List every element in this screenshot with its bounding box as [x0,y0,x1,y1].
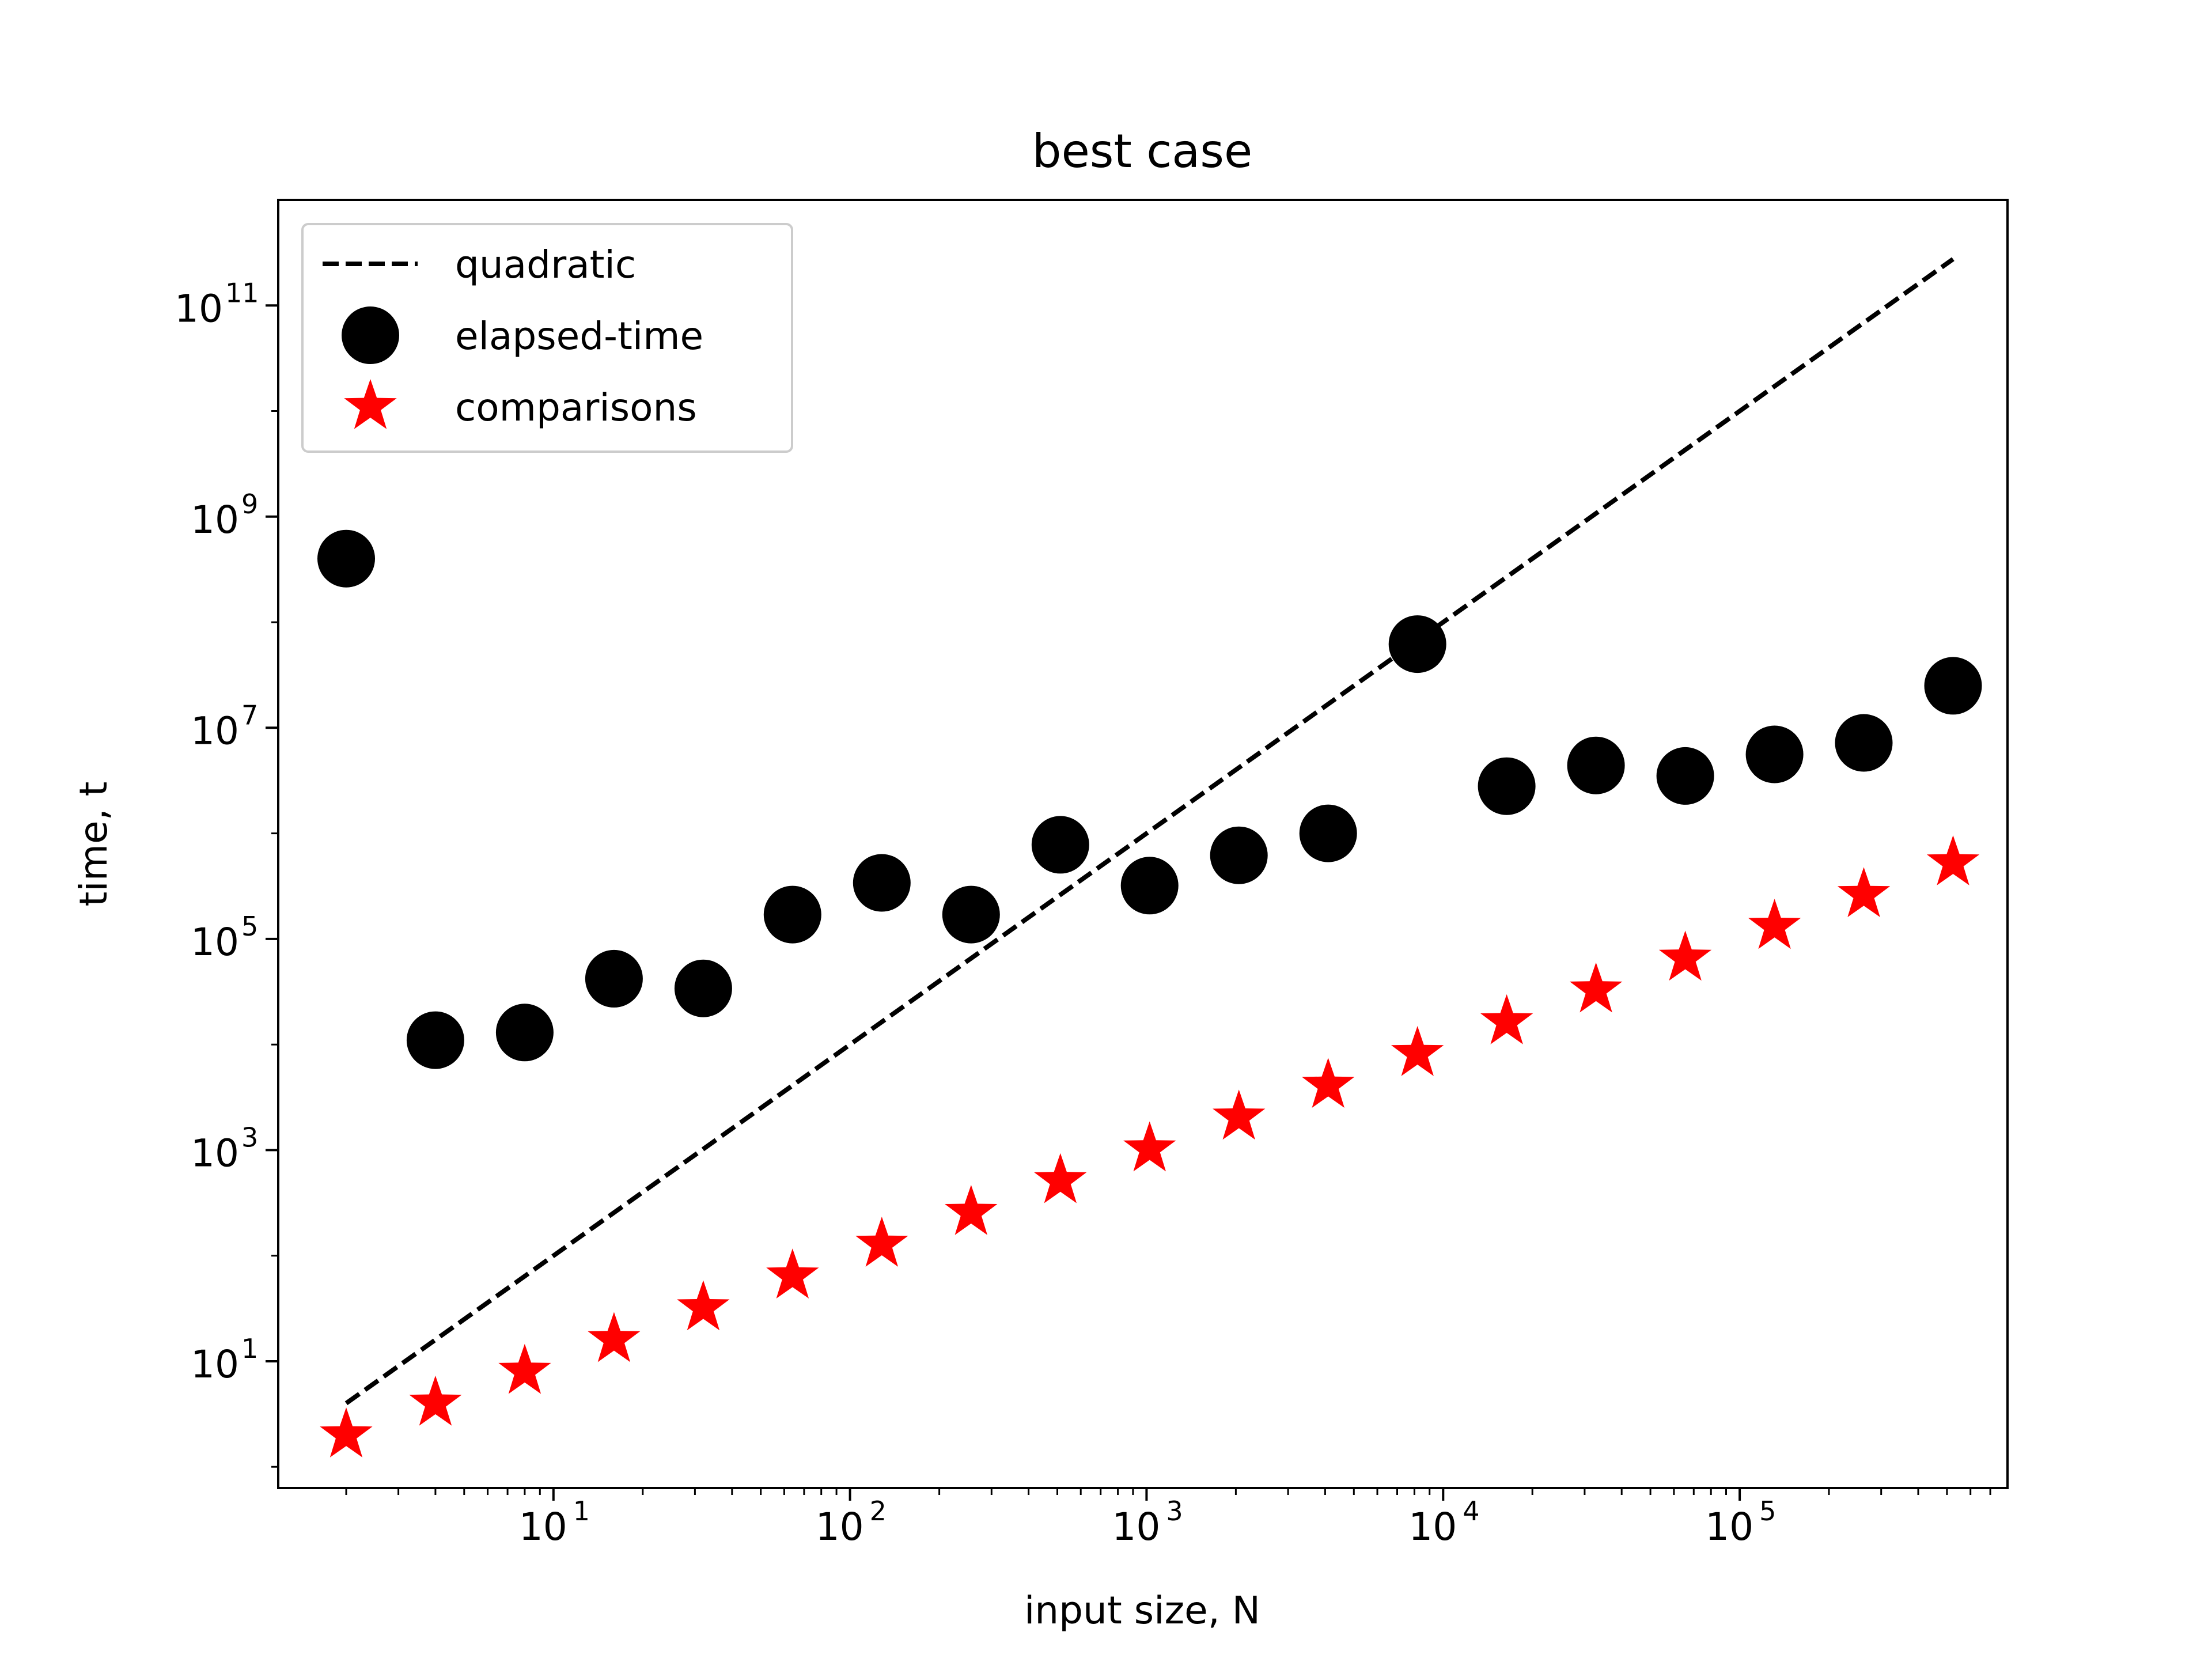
legend-frame [301,223,793,453]
series-line-quadratic [344,257,1955,1406]
data-point-elapsed-time [1567,736,1625,794]
legend-star-marker [344,379,397,429]
plot-frame [277,199,2009,1489]
legend: quadratic elapsed-time comparisons [301,223,793,453]
x-tick-exponent: 3 [1166,1496,1183,1527]
data-point-comparisons [1480,994,1533,1044]
y-tick-exponent: 9 [241,489,258,520]
data-point-comparisons [1213,1089,1266,1140]
data-point-comparisons [855,1217,908,1267]
legend-comparisons-swatch [344,379,397,429]
y-tick-label: 10 [191,709,239,753]
y-tick-label: 10 [191,920,239,964]
data-point-elapsed-time [763,885,821,944]
data-point-comparisons [766,1248,819,1298]
y-tick-label: 10 [191,1342,239,1387]
x-tick-exponent: 1 [573,1496,590,1527]
x-tick-label: 10 [1705,1505,1753,1549]
data-point-comparisons [1302,1058,1355,1108]
chart-title: best case [1032,124,1252,178]
data-point-comparisons [1926,835,1980,885]
y-tick-exponent: 11 [225,277,259,308]
data-point-comparisons [1748,899,1801,949]
legend-elapsed-time-swatch [342,306,399,364]
y-tick-exponent: 5 [241,911,258,942]
data-point-comparisons [1034,1153,1087,1203]
x-tick-exponent: 2 [870,1496,887,1527]
data-point-elapsed-time [317,529,375,588]
data-point-elapsed-time [585,949,643,1008]
data-point-comparisons [588,1312,641,1362]
data-point-elapsed-time [495,1004,554,1062]
data-point-elapsed-time [942,885,1000,944]
y-tick-exponent: 1 [241,1333,258,1364]
x-axis-label: input size, N [1024,1588,1260,1633]
data-point-elapsed-time [1835,714,1893,772]
x-tick-label: 10 [519,1505,567,1549]
data-point-elapsed-time [1210,826,1268,884]
data-point-comparisons [320,1407,373,1457]
y-tick-label: 10 [191,1131,239,1175]
data-point-elapsed-time [1031,816,1089,874]
y-tick-label: 10 [175,286,223,331]
data-point-elapsed-time [1924,657,1982,715]
data-point-comparisons [498,1343,551,1394]
data-point-comparisons [1570,962,1623,1013]
data-point-elapsed-time [1745,725,1804,783]
data-point-elapsed-time [1299,804,1357,862]
legend-elapsed-time-label: elapsed-time [455,314,703,358]
y-tick-exponent: 3 [241,1122,258,1153]
x-axis: 10 1 10 2 10 3 10 4 10 5 [345,1488,1991,1549]
x-tick-exponent: 5 [1759,1496,1776,1527]
data-point-comparisons [1658,930,1712,981]
data-point-elapsed-time [674,959,732,1017]
data-point-comparisons [1123,1121,1176,1172]
data-point-elapsed-time [853,854,911,912]
legend-comparisons-label: comparisons [455,385,697,430]
x-tick-label: 10 [816,1505,864,1549]
data-point-elapsed-time [1388,615,1446,673]
data-point-elapsed-time [406,1011,464,1069]
y-axis-label: time, t [71,782,116,907]
data-point-comparisons [677,1280,730,1331]
data-point-elapsed-time [1120,857,1179,915]
data-point-comparisons [409,1375,462,1426]
data-point-comparisons [1837,867,1891,917]
y-tick-exponent: 7 [241,699,258,730]
y-tick-label: 10 [191,498,239,542]
data-point-elapsed-time [1656,747,1714,805]
data-point-comparisons [1391,1026,1444,1076]
data-point-elapsed-time [1478,757,1536,815]
x-tick-exponent: 4 [1463,1496,1479,1527]
x-tick-label: 10 [1112,1505,1160,1549]
data-point-comparisons [945,1184,998,1235]
x-tick-label: 10 [1408,1505,1457,1549]
legend-quadratic-label: quadratic [455,243,636,287]
